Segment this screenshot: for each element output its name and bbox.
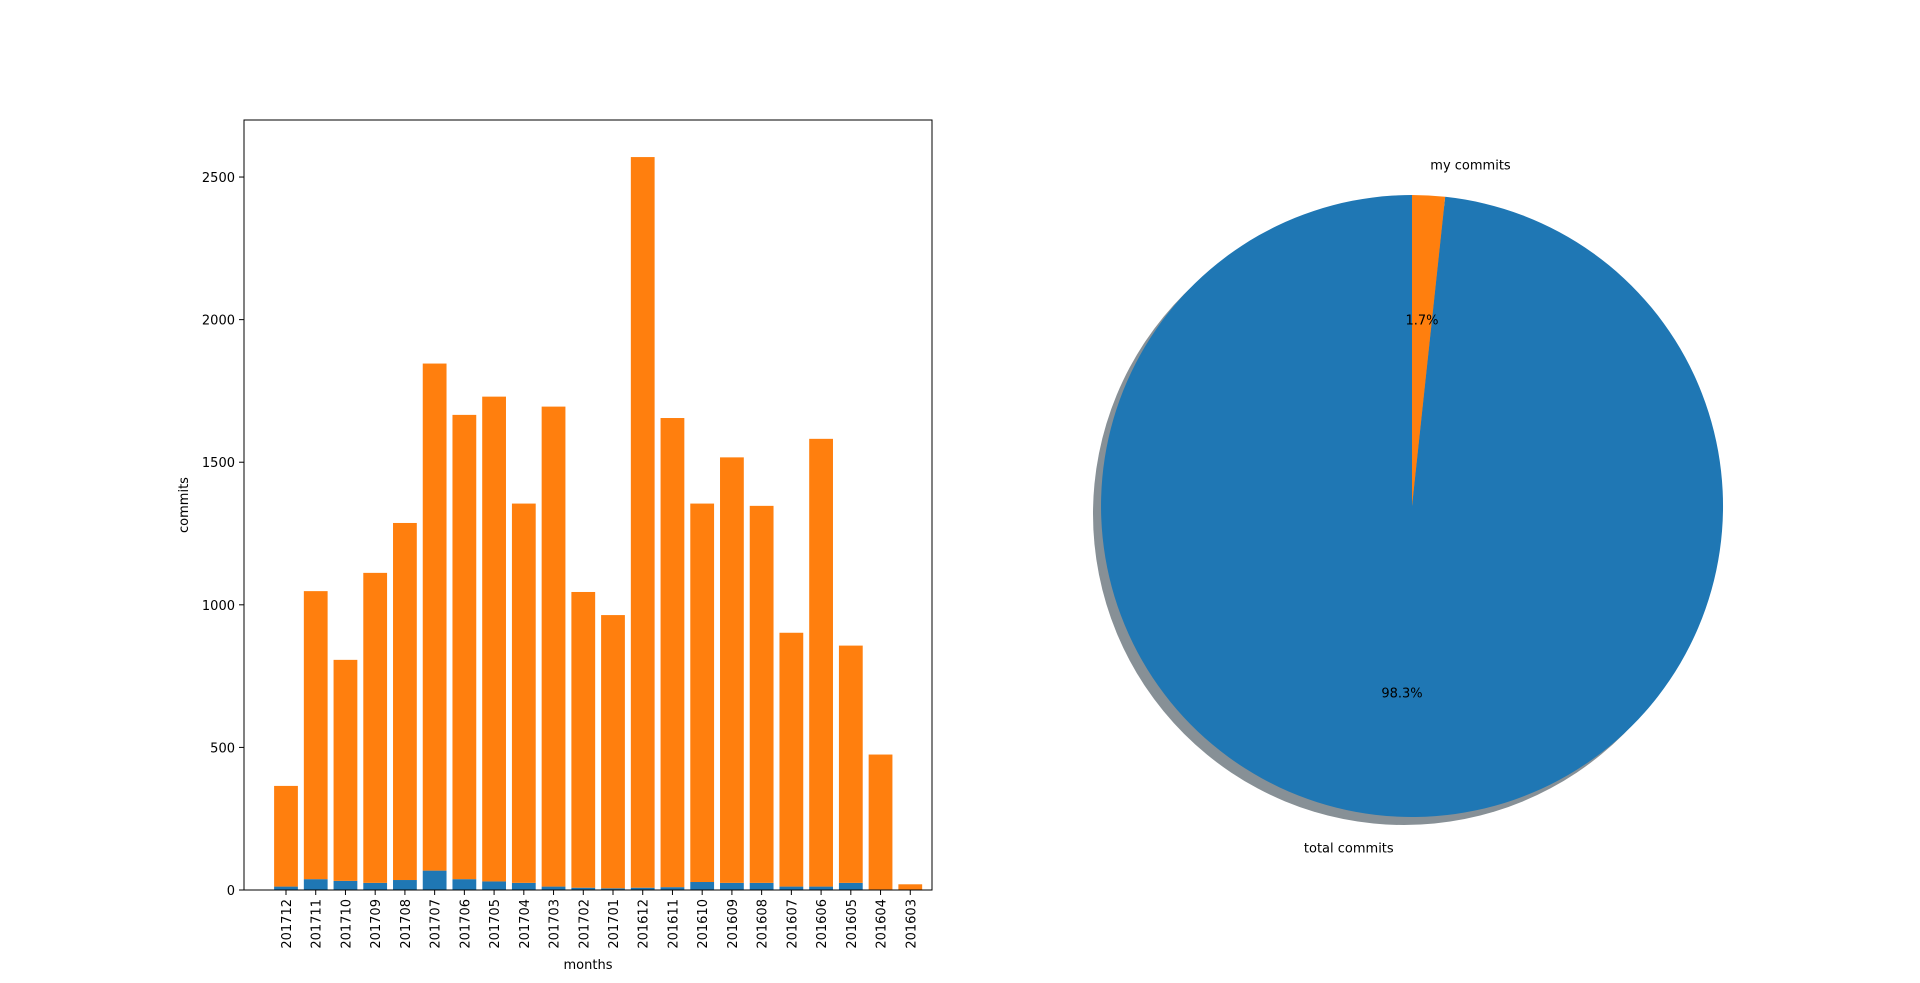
x-tick-label: 201704 xyxy=(518,899,533,949)
x-tick-label: 201711 xyxy=(310,899,325,949)
y-tick-label: 0 xyxy=(227,884,235,899)
x-tick-label: 201609 xyxy=(726,899,741,949)
bar-201703-series-0 xyxy=(541,886,566,890)
bar-201611-series-0 xyxy=(660,887,685,890)
bar-x-axis-label: months xyxy=(564,958,613,973)
x-tick-label: 201701 xyxy=(607,899,622,949)
x-tick-label: 201604 xyxy=(875,899,890,949)
bar-201707-series-0 xyxy=(422,870,447,890)
bar-plot-frame xyxy=(243,119,933,891)
bar-201607-series-0 xyxy=(779,886,804,890)
bar-201607-series-1 xyxy=(779,632,804,887)
pie-chart: total commits my commits 98.3% 1.7% xyxy=(1093,158,1724,857)
bar-201709-series-0 xyxy=(363,882,388,890)
x-tick-label: 201708 xyxy=(399,899,414,949)
bar-201708-series-1 xyxy=(393,522,417,881)
bar-201606-series-1 xyxy=(809,438,833,887)
pie-label-my-commits: my commits xyxy=(1430,158,1511,173)
x-tick-label: 201611 xyxy=(666,899,681,949)
bar-201708-series-0 xyxy=(393,880,417,890)
x-tick-label: 201608 xyxy=(756,899,771,949)
bar-201612-series-0 xyxy=(630,887,655,890)
bar-201701-series-1 xyxy=(601,615,625,889)
bar-201709-series-1 xyxy=(363,572,388,883)
bar-201705-series-0 xyxy=(482,881,506,890)
x-tick-label: 201606 xyxy=(815,899,830,949)
x-tick-label: 201705 xyxy=(488,899,503,949)
bar-201608-series-0 xyxy=(749,882,774,890)
bar-201711-series-1 xyxy=(303,591,328,880)
bar-201710-series-0 xyxy=(333,880,358,890)
x-tick-label: 201707 xyxy=(429,899,444,949)
y-tick-label: 1000 xyxy=(202,599,235,614)
x-tick-label: 201702 xyxy=(577,899,592,949)
pie-wedge-my-commits xyxy=(1412,195,1446,506)
bar-201604-series-1 xyxy=(868,754,893,890)
x-tick-label: 201610 xyxy=(696,899,711,949)
bar-series-group xyxy=(274,157,923,890)
y-tick-label: 1500 xyxy=(202,456,235,471)
x-tick-label: 201605 xyxy=(845,899,860,949)
x-tick-label: 201712 xyxy=(280,899,295,949)
bar-201610-series-0 xyxy=(690,882,715,890)
bar-201705-series-1 xyxy=(482,396,506,882)
pie-label-total-commits: total commits xyxy=(1304,842,1394,857)
bar-201610-series-1 xyxy=(690,503,715,883)
x-tick-label: 201612 xyxy=(637,899,652,949)
bar-201702-series-1 xyxy=(571,591,596,888)
x-tick-label: 201703 xyxy=(548,899,563,949)
bar-201612-series-1 xyxy=(630,157,655,888)
x-tick-label: 201607 xyxy=(785,899,800,949)
bar-201711-series-0 xyxy=(303,879,328,890)
bar-201707-series-1 xyxy=(422,363,447,871)
bar-y-axis-label: commits xyxy=(177,477,192,533)
bar-201710-series-1 xyxy=(333,659,358,881)
y-tick-label: 2500 xyxy=(202,171,235,186)
bar-201704-series-0 xyxy=(511,882,536,890)
bar-201706-series-0 xyxy=(452,879,477,890)
bar-201603-series-1 xyxy=(898,884,923,890)
bar-201611-series-1 xyxy=(660,418,685,888)
pie-pct-my-commits: 1.7% xyxy=(1405,314,1438,329)
x-tick-label: 201709 xyxy=(369,899,384,949)
bar-201702-series-0 xyxy=(571,887,596,890)
pie-pct-total-commits: 98.3% xyxy=(1381,686,1422,701)
bar-201706-series-1 xyxy=(452,414,477,880)
x-tick-label: 201603 xyxy=(904,899,919,949)
bar-201609-series-0 xyxy=(720,882,744,890)
bar-201704-series-1 xyxy=(511,503,536,883)
y-tick-label: 500 xyxy=(210,741,235,756)
bar-201712-series-0 xyxy=(274,886,298,890)
bar-201701-series-0 xyxy=(601,888,625,890)
y-tick-label: 2000 xyxy=(202,314,235,329)
x-tick-label: 201706 xyxy=(458,899,473,949)
pie-wedge-total-commits xyxy=(1101,195,1724,818)
bar-x-axis: 201712 201711 201710 201709 201708 201707 2017… xyxy=(280,890,919,949)
bar-y-axis: 0 500 1000 1500 2000 2500 xyxy=(202,171,244,899)
bar-201605-series-0 xyxy=(838,882,863,890)
bar-201606-series-0 xyxy=(809,886,833,890)
bar-201703-series-1 xyxy=(541,406,566,887)
bar-201605-series-1 xyxy=(838,645,863,883)
bar-201712-series-1 xyxy=(274,785,298,887)
bar-201608-series-1 xyxy=(749,505,774,883)
x-tick-label: 201710 xyxy=(339,899,354,949)
pie-wedges xyxy=(1101,195,1724,818)
bar-201609-series-1 xyxy=(720,457,744,883)
